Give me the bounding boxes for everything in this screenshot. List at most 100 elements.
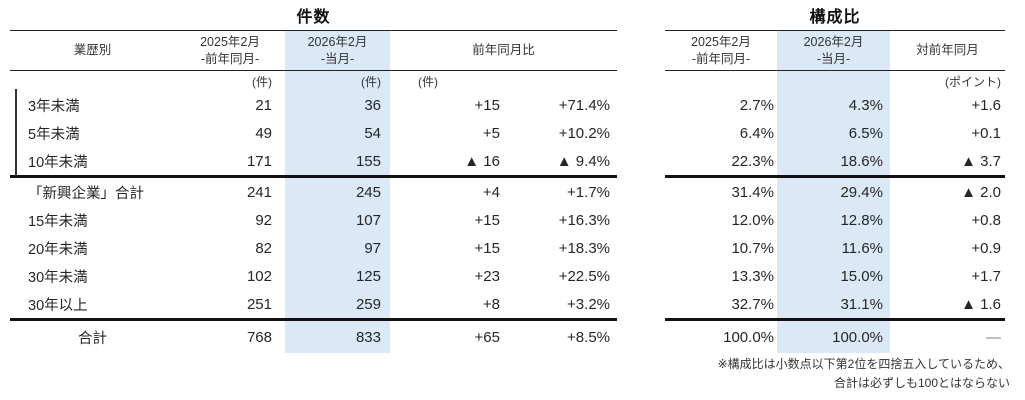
column-header-yoy: 前年同月比: [472, 43, 535, 58]
table-row: 15年未満 92 107 +15 +16.3%: [10, 206, 617, 234]
cell-curr: 54: [285, 119, 390, 147]
prev-month-line1: 2025年2月: [691, 35, 751, 50]
total-prev: 768: [246, 328, 272, 346]
table-row: 「新興企業」合計 241 245 +4 +1.7%: [10, 178, 617, 206]
unit-curr: (件): [285, 71, 390, 91]
cell-pct: +1.7%: [567, 183, 610, 201]
cell-curr: 4.3%: [777, 91, 890, 119]
unit-points: (ポイント): [945, 74, 1001, 89]
current-month-line1: 2026年2月: [307, 35, 368, 50]
cell-curr: 29.4%: [777, 178, 890, 206]
table-row: 30年以上 251 259 +8 +3.2%: [10, 290, 617, 321]
cell-curr: 125: [285, 262, 390, 290]
cell-diff: ▲ 3.7: [961, 152, 1001, 170]
cell-prev: 171: [246, 152, 272, 170]
column-header-current-month: 2026年2月 -当月-: [777, 31, 890, 70]
cell-diff: +15: [474, 239, 500, 257]
column-header-business-age: 業歴別: [73, 43, 112, 58]
footnote-line2: 合計は必ずしも100とはならない: [833, 376, 1010, 391]
cell-diff: +0.1: [971, 124, 1001, 142]
cell-prev: 12.0%: [731, 211, 774, 229]
cell-diff: ▲ 16: [464, 152, 500, 170]
cell-pct: +3.2%: [567, 295, 610, 313]
total-curr: 100.0%: [777, 321, 890, 353]
row-label: 15年未満: [28, 213, 88, 230]
current-month-line2: -当月-: [816, 51, 851, 66]
cell-prev: 21: [255, 96, 272, 114]
cell-prev: 241: [246, 183, 272, 201]
column-header-vs-prev-year: 対前年同月: [916, 43, 979, 58]
cell-curr: 245: [285, 178, 390, 206]
table-row: 10.7% 11.6% +0.9: [665, 234, 1005, 262]
composition-ratio-table: 構成比 2025年2月 -前年同月- 2026年2月 -当月- 対前年同月 (ポ…: [665, 0, 1005, 353]
total-diff-dash: —: [986, 328, 1001, 346]
table-row: 13.3% 15.0% +1.7: [665, 262, 1005, 290]
cell-diff: ▲ 1.6: [961, 295, 1001, 313]
cell-pct: +10.2%: [558, 124, 610, 142]
cell-diff: +1.6: [971, 96, 1001, 114]
cell-pct: ▲ 9.4%: [556, 152, 610, 170]
units-spacer: [777, 71, 890, 91]
cell-prev: 6.4%: [739, 124, 774, 142]
prev-month-line2: -前年同月-: [691, 51, 751, 66]
composition-units-row: (ポイント): [665, 71, 1005, 91]
cell-pct: +71.4%: [558, 96, 610, 114]
cell-diff: +1.7: [971, 267, 1001, 285]
cell-pct: +16.3%: [558, 211, 610, 229]
table-row: 5年未満 49 54 +5 +10.2%: [10, 119, 617, 147]
case-count-units-row: (件) (件) (件): [10, 71, 617, 91]
cell-prev: 31.4%: [731, 183, 774, 201]
table-row: 20年未満 82 97 +15 +18.3%: [10, 234, 617, 262]
row-label: 3年未満: [28, 98, 80, 115]
cell-curr: 31.1%: [777, 290, 890, 318]
table-row: 32.7% 31.1% ▲ 1.6: [665, 290, 1005, 321]
cell-pct: +22.5%: [558, 267, 610, 285]
cell-prev: 92: [255, 211, 272, 229]
composition-header-row: 2025年2月 -前年同月- 2026年2月 -当月- 対前年同月: [665, 30, 1005, 71]
column-header-prev-month: 2025年2月 -前年同月-: [175, 31, 285, 70]
table-row: 2.7% 4.3% +1.6: [665, 91, 1005, 119]
cell-diff: +15: [474, 96, 500, 114]
table-row: 22.3% 18.6% ▲ 3.7: [665, 147, 1005, 178]
row-label: 20年未満: [28, 241, 88, 258]
column-header-prev-month: 2025年2月 -前年同月-: [665, 31, 777, 70]
cell-curr: 155: [285, 147, 390, 175]
cell-prev: 22.3%: [731, 152, 774, 170]
row-label: 5年未満: [28, 126, 80, 143]
cell-curr: 15.0%: [777, 262, 890, 290]
cell-diff: +15: [474, 211, 500, 229]
units-spacer: [505, 71, 617, 91]
total-pct: +8.5%: [567, 328, 610, 346]
unit-yoy: (件): [418, 74, 438, 89]
cell-prev: 2.7%: [739, 96, 774, 114]
table-row: 31.4% 29.4% ▲ 2.0: [665, 178, 1005, 206]
cell-curr: 97: [285, 234, 390, 262]
cell-curr: 6.5%: [777, 119, 890, 147]
total-curr: 833: [285, 321, 390, 353]
cell-prev: 10.7%: [731, 239, 774, 257]
cell-prev: 32.7%: [731, 295, 774, 313]
prev-month-line1: 2025年2月: [200, 35, 260, 50]
cell-diff: +5: [482, 124, 500, 142]
cell-curr: 259: [285, 290, 390, 318]
cell-prev: 13.3%: [731, 267, 774, 285]
row-label: 「新興企業」合計: [28, 185, 144, 202]
cell-diff: +0.9: [971, 239, 1001, 257]
case-count-table: 件数 業歴別 2025年2月 -前年同月- 2026年2月 -当月- 前年同月比…: [10, 0, 617, 353]
cell-curr: 107: [285, 206, 390, 234]
cell-prev: 82: [255, 239, 272, 257]
cell-prev: 102: [246, 267, 272, 285]
cell-prev: 49: [255, 124, 272, 142]
cell-curr: 18.6%: [777, 147, 890, 175]
cell-diff: ▲ 2.0: [961, 183, 1001, 201]
current-month-line2: -当月-: [320, 51, 355, 66]
cell-diff: +8: [482, 295, 500, 313]
composition-ratio-title: 構成比: [809, 9, 861, 26]
cell-diff: +0.8: [971, 211, 1001, 229]
row-label: 30年以上: [28, 297, 88, 314]
total-row: 合計 768 833 +65 +8.5%: [10, 321, 617, 353]
cell-curr: 36: [285, 91, 390, 119]
cell-prev: 251: [246, 295, 272, 313]
current-month-line1: 2026年2月: [803, 35, 864, 50]
column-header-current-month: 2026年2月 -当月-: [285, 31, 390, 70]
